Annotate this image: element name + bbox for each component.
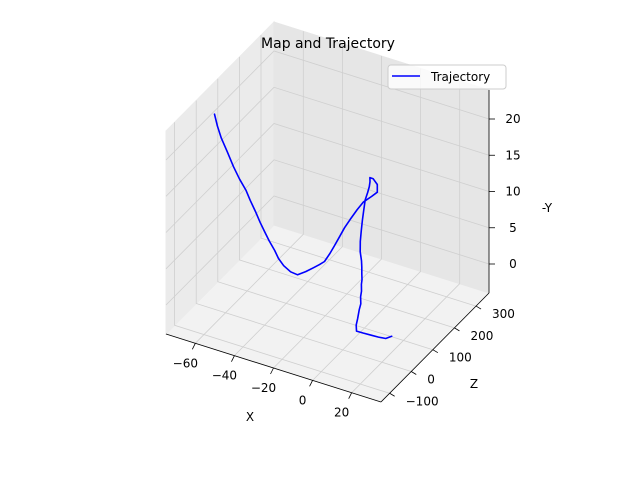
y-axis-label: Z <box>470 377 478 391</box>
x-tick <box>348 392 353 399</box>
x-tick-label: 0 <box>299 393 307 407</box>
x-tick <box>309 380 313 387</box>
y-tick <box>389 392 395 397</box>
x-gridline <box>351 80 461 393</box>
x-tick <box>270 367 274 375</box>
y-tick <box>432 349 439 354</box>
z-gridline <box>165 86 490 197</box>
y-tick <box>454 327 460 332</box>
y-gridline <box>217 78 433 351</box>
x-tick-label: −40 <box>212 369 237 383</box>
z-tick-label: 5 <box>509 221 517 235</box>
legend-box <box>387 64 507 90</box>
x-tick <box>231 355 235 362</box>
legend: Trajectory <box>387 64 507 90</box>
y-tick <box>411 371 417 375</box>
z-gridline <box>165 50 490 161</box>
z-gridline <box>165 123 490 233</box>
z-tick-label: 20 <box>505 112 520 126</box>
y-tick-label: 300 <box>492 307 515 321</box>
x-tick-label: −60 <box>173 356 198 370</box>
y-tick-label: 200 <box>470 329 493 343</box>
z-gridline <box>165 195 490 306</box>
z-tick-label: 0 <box>509 257 517 271</box>
x-gridline <box>273 56 382 369</box>
y-tick-label: 100 <box>449 351 472 365</box>
y-gridline <box>238 56 455 329</box>
x-tick-label: −20 <box>251 381 276 395</box>
chart-title: Map and Trajectory <box>261 36 395 52</box>
y-gridline <box>174 122 390 394</box>
y-tick <box>475 305 482 310</box>
y-tick-label: 0 <box>427 372 435 386</box>
z-axis-label: -Y <box>542 201 553 215</box>
x-tick-label: 20 <box>334 406 349 420</box>
trajectory-line <box>213 113 393 340</box>
y-gridline <box>260 35 477 307</box>
z-tick-label: 10 <box>505 185 520 199</box>
x-gridline <box>234 43 343 356</box>
x-gridline <box>312 68 422 381</box>
y-axis-line <box>380 292 490 403</box>
legend-entry-label: Trajectory <box>430 70 490 84</box>
x-gridline <box>195 31 304 344</box>
x-axis-label: X <box>246 410 254 424</box>
z-gridline <box>165 159 490 270</box>
x-tick <box>191 343 196 350</box>
y-gridline <box>195 100 412 372</box>
z-tick-label: 15 <box>505 148 520 162</box>
y-tick-label: −100 <box>406 394 439 408</box>
